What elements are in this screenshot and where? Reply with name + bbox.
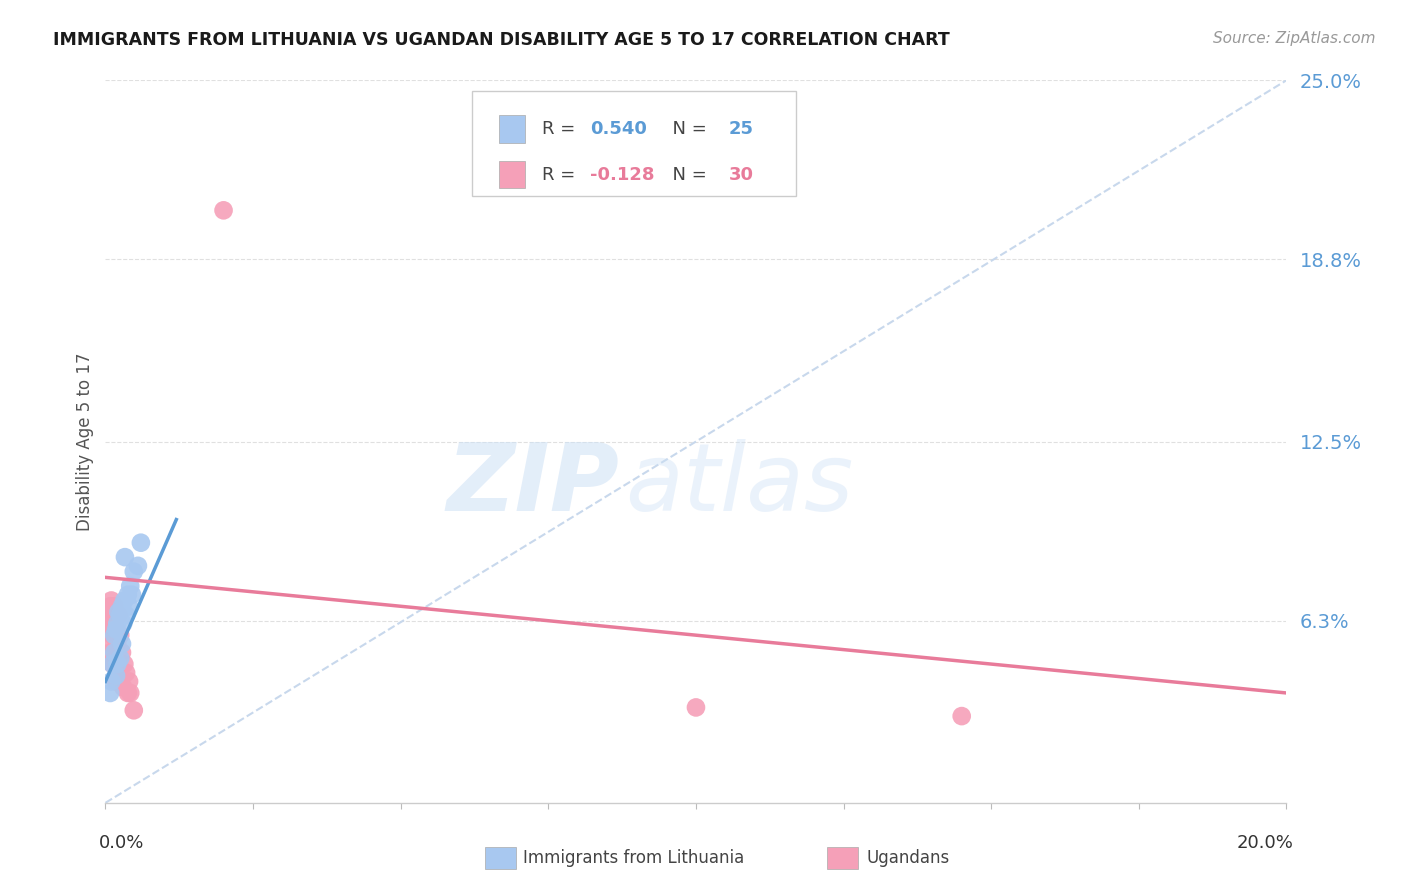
Point (122, 703, 145, 717)
Point (103, 599, 125, 614)
Point (101, 657, 124, 671)
Point (110, 674, 132, 689)
Text: IMMIGRANTS FROM LITHUANIA VS UGANDAN DISABILITY AGE 5 TO 17 CORRELATION CHART: IMMIGRANTS FROM LITHUANIA VS UGANDAN DIS… (53, 31, 950, 49)
Point (112, 657, 135, 671)
Point (103, 607, 125, 622)
Point (122, 565, 145, 579)
Point (98, 686, 121, 700)
Point (105, 674, 128, 689)
Point (115, 665, 138, 680)
Point (110, 607, 132, 622)
Text: -0.128: -0.128 (589, 166, 654, 184)
Point (103, 651, 125, 665)
Point (98, 599, 121, 614)
Text: 0.0%: 0.0% (98, 834, 143, 852)
Point (105, 623, 128, 637)
Point (117, 686, 139, 700)
Point (105, 637, 128, 651)
Point (127, 558, 149, 573)
Point (98, 646, 121, 660)
Point (105, 616, 128, 631)
Point (101, 628, 124, 642)
Point (114, 550, 136, 565)
Point (98, 607, 121, 622)
Point (212, 203, 235, 218)
Point (110, 628, 132, 642)
Point (118, 674, 141, 689)
FancyBboxPatch shape (471, 91, 796, 196)
Point (101, 657, 124, 671)
Point (129, 535, 152, 549)
Point (112, 593, 135, 607)
Point (685, 700, 707, 714)
Point (121, 588, 143, 602)
Point (100, 593, 122, 607)
Text: R =: R = (543, 166, 582, 184)
Point (112, 680, 135, 694)
Point (105, 623, 128, 637)
Point (103, 646, 125, 660)
Point (110, 651, 132, 665)
Bar (499, 161, 524, 188)
Point (97, 623, 120, 637)
Text: N =: N = (661, 120, 711, 138)
Point (115, 607, 138, 622)
Point (100, 674, 122, 689)
Point (120, 579, 142, 593)
Point (105, 668, 128, 682)
Point (950, 709, 973, 723)
Text: ZIP: ZIP (446, 439, 619, 531)
Text: 0.540: 0.540 (589, 120, 647, 138)
Point (111, 599, 134, 614)
Y-axis label: Disability Age 5 to 17: Disability Age 5 to 17 (76, 352, 94, 531)
Point (117, 588, 139, 602)
Point (112, 616, 135, 631)
Text: Ugandans: Ugandans (866, 849, 949, 867)
Bar (499, 115, 524, 143)
Text: Source: ZipAtlas.com: Source: ZipAtlas.com (1212, 31, 1375, 46)
Point (111, 637, 134, 651)
Text: Immigrants from Lithuania: Immigrants from Lithuania (523, 849, 744, 867)
Point (120, 686, 142, 700)
Text: atlas: atlas (626, 440, 853, 531)
Point (111, 646, 134, 660)
Text: 30: 30 (730, 166, 754, 184)
Text: 25: 25 (730, 120, 754, 138)
Point (107, 605, 129, 619)
Point (100, 637, 122, 651)
Point (107, 607, 129, 622)
Point (107, 657, 129, 671)
Point (103, 628, 125, 642)
Text: 20.0%: 20.0% (1237, 834, 1294, 852)
Point (118, 599, 141, 614)
Text: N =: N = (661, 166, 711, 184)
Point (105, 657, 128, 671)
Text: R =: R = (543, 120, 582, 138)
Point (100, 616, 122, 631)
